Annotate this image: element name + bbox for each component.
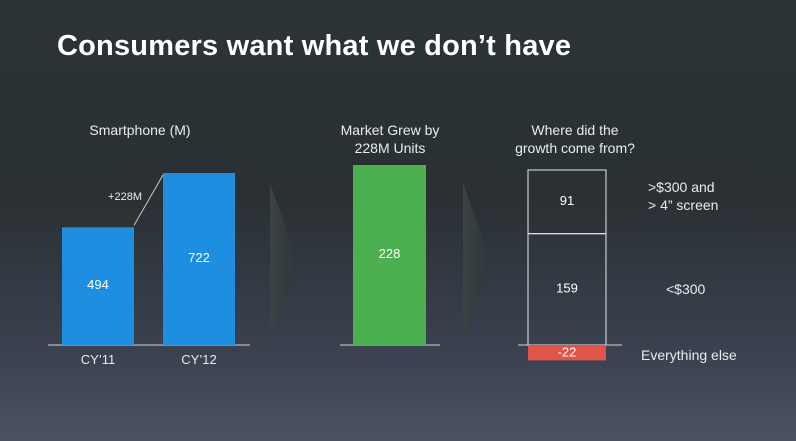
stack-segment <box>527 169 607 235</box>
chart2-title: Market Grew by 228M Units <box>310 121 470 157</box>
segment-label-premium-line2: > 4” screen <box>648 197 719 213</box>
x-tick-label: CY’12 <box>181 352 216 367</box>
bar-value-label: 228 <box>379 246 401 261</box>
segment-value-label: 159 <box>556 280 578 295</box>
chart3-title: Where did the growth come from? <box>490 121 660 157</box>
chart3-title-line2: growth come from? <box>515 140 635 156</box>
chart2-title-line1: Market Grew by <box>340 122 440 138</box>
growth-annotation: +228M <box>108 191 142 203</box>
chart3-title-line1: Where did the <box>531 122 619 138</box>
chart1-title: Smartphone (M) <box>89 122 191 138</box>
segment-value-label: 91 <box>560 193 574 208</box>
slide-title: Consumers want what we don’t have <box>57 30 572 62</box>
segment-label-premium: >$300 and > 4” screen <box>648 178 718 214</box>
segment-label-premium-line1: >$300 and <box>648 179 715 195</box>
negative-segment <box>528 345 606 361</box>
segment-label-else: Everything else <box>641 347 737 363</box>
growth-connector-line <box>133 174 164 226</box>
bar <box>353 165 426 345</box>
segment-label-low: <$300 <box>666 281 706 297</box>
bar-value-label: 722 <box>188 250 210 265</box>
arrow-right-icon <box>463 183 491 342</box>
arrow-right-icon <box>270 183 298 342</box>
segment-value-label: -22 <box>558 345 577 360</box>
x-tick-label: CY’11 <box>81 352 115 367</box>
bar-value-label: 494 <box>87 277 109 292</box>
chart2-title-line2: 228M Units <box>354 140 426 156</box>
bar <box>62 227 134 345</box>
bar <box>163 173 235 345</box>
